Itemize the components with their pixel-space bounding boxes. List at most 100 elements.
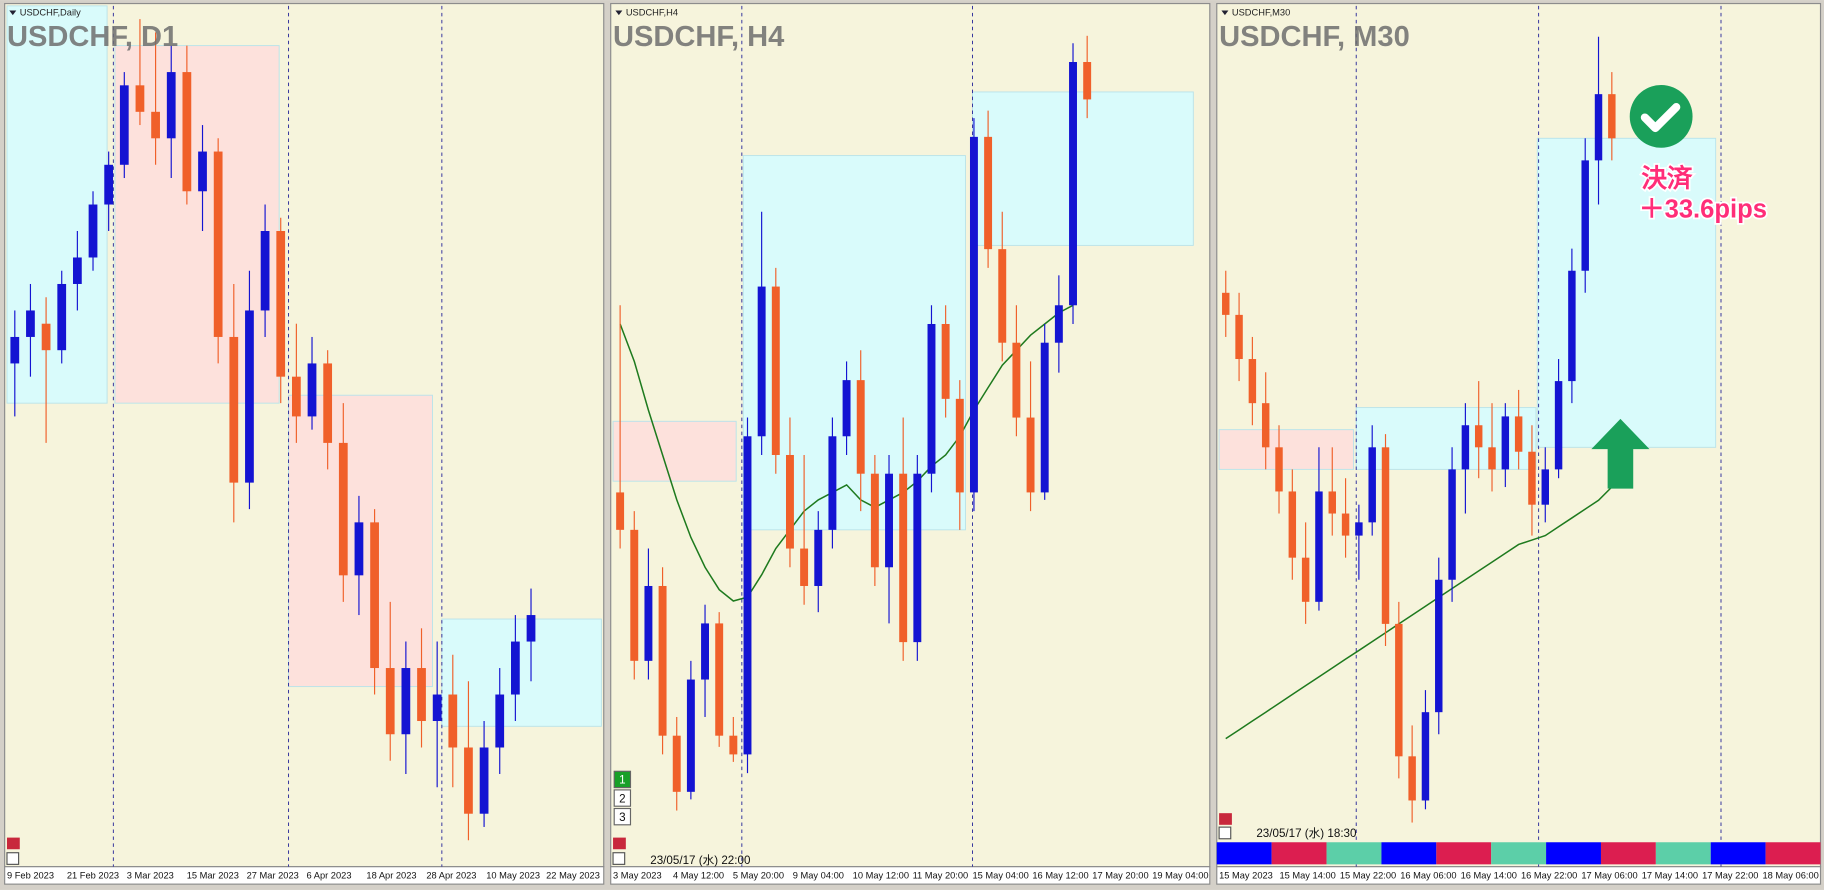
label-arrow <box>615 10 623 16</box>
x-tick-label: 9 Feb 2023 <box>7 870 54 880</box>
x-tick-label: 10 May 2023 <box>486 870 540 880</box>
candle-body <box>998 249 1007 343</box>
candle-body <box>757 286 766 437</box>
candle-body <box>644 585 653 661</box>
date-axis <box>4 866 605 885</box>
candle-body <box>119 85 129 165</box>
chart-title: USDCHF, M30 <box>1219 21 1410 53</box>
candle-body <box>1408 756 1416 801</box>
close-button[interactable] <box>6 837 20 850</box>
x-tick-label: 5 May 20:00 <box>733 870 784 880</box>
candle-body <box>1222 292 1230 315</box>
annotation-action: 決済 <box>1641 163 1693 193</box>
x-tick-label: 15 Mar 2023 <box>187 870 239 880</box>
check-badge <box>1629 84 1693 148</box>
candle-body <box>417 668 426 722</box>
profile-button[interactable] <box>613 807 632 826</box>
candle-body <box>927 323 936 474</box>
candle-body <box>1355 522 1363 536</box>
zone <box>972 91 1194 246</box>
date-axis <box>610 866 1211 885</box>
x-tick-label: 19 May 04:00 <box>1152 870 1208 880</box>
panel-toggle[interactable] <box>6 852 20 865</box>
x-tick-label: 9 May 04:00 <box>793 870 844 880</box>
candle-body <box>323 363 333 443</box>
symbol-label: USDCHF,M30 <box>1232 7 1290 17</box>
candle-body <box>785 454 794 549</box>
symbol-label: USDCHF,H4 <box>626 7 678 17</box>
candle-body <box>1083 62 1092 100</box>
label-arrow <box>1221 10 1229 16</box>
candle-body <box>842 380 851 437</box>
panel-toggle[interactable] <box>612 852 626 865</box>
candle-body <box>276 231 286 377</box>
candle-body <box>1514 416 1523 452</box>
candle-body <box>1261 403 1270 448</box>
x-tick-label: 17 May 14:00 <box>1642 870 1698 880</box>
x-tick-label: 15 May 22:00 <box>1340 870 1396 880</box>
candle-body <box>616 492 625 530</box>
candle-body <box>984 136 993 250</box>
x-tick-label: 16 May 22:00 <box>1521 870 1577 880</box>
candle-body <box>151 111 160 139</box>
panel-toggle[interactable] <box>1218 826 1232 840</box>
label-arrow <box>9 10 17 16</box>
candle-body <box>1040 342 1049 493</box>
symbol-label: USDCHF,Daily <box>20 7 81 17</box>
x-tick-label: 27 Mar 2023 <box>247 870 299 880</box>
close-button[interactable] <box>613 837 626 850</box>
candle-body <box>1054 305 1063 343</box>
candle-body <box>630 529 639 661</box>
candle-body <box>229 336 239 483</box>
profile-button[interactable] <box>613 770 632 789</box>
candle-body <box>1448 469 1456 580</box>
candle-body <box>166 72 176 139</box>
candle-body <box>10 336 20 364</box>
candle-body <box>479 747 489 814</box>
zone <box>1218 429 1355 470</box>
signal-strip-segment <box>1436 842 1492 865</box>
profile-button-label: 2 <box>619 792 625 805</box>
candle-body <box>814 529 823 586</box>
candle-body <box>354 522 364 576</box>
signal-strip-segment <box>1546 842 1601 865</box>
candle-body <box>1026 417 1035 493</box>
signal-strip-segment <box>1326 842 1382 865</box>
candle-body <box>1381 447 1390 624</box>
candle-body <box>1301 557 1310 602</box>
candle-body <box>1461 425 1470 470</box>
candle-body <box>1541 469 1549 505</box>
zone <box>1536 137 1717 448</box>
candle-body <box>913 473 922 643</box>
annotation-result: ＋33.6pips <box>1639 195 1767 223</box>
x-tick-label: 3 May 2023 <box>613 870 662 880</box>
candle-body <box>771 286 780 455</box>
timestamp: 23/05/17 (水) 22:00 <box>650 854 751 867</box>
close-button[interactable] <box>1219 813 1232 825</box>
candle-body <box>182 72 192 192</box>
candle-body <box>57 283 67 351</box>
candle-body <box>1608 94 1616 139</box>
candle-body <box>41 323 51 351</box>
candle-body <box>26 310 35 337</box>
candle-body <box>135 85 145 112</box>
candle-body <box>1474 425 1483 448</box>
candle-body <box>260 231 270 311</box>
x-tick-label: 3 Mar 2023 <box>127 870 174 880</box>
signal-strip-segment <box>1600 842 1656 865</box>
candle-body <box>701 623 709 680</box>
candle-body <box>448 694 458 748</box>
x-tick-label: 22 May 2023 <box>546 870 600 880</box>
profile-button[interactable] <box>613 789 632 807</box>
candle-body <box>1435 579 1443 713</box>
candle-body <box>291 376 301 417</box>
x-tick-label: 15 May 2023 <box>1219 870 1273 880</box>
profile-button-label: 1 <box>619 774 625 787</box>
candle-body <box>686 679 695 792</box>
candle-body <box>104 164 114 205</box>
candle-body <box>1341 513 1350 536</box>
candle-body <box>828 436 837 530</box>
candle-body <box>1528 451 1536 505</box>
